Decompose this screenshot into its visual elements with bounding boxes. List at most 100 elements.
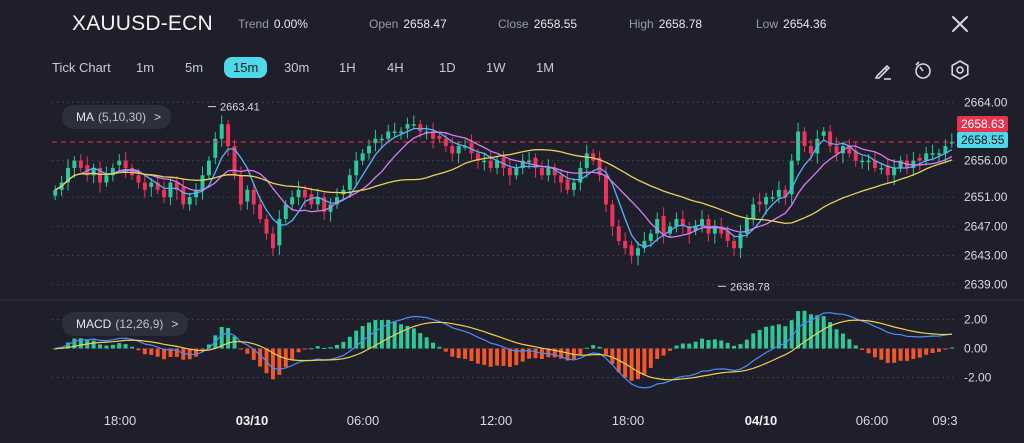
macd-histogram-bar [725,342,730,349]
macd-histogram-bar [648,348,653,368]
candle [866,160,871,163]
candle [245,189,250,202]
macd-histogram-bar [732,345,737,349]
macd-histogram-bar [450,348,455,357]
macd-histogram-bar [123,344,128,349]
candle [123,160,128,168]
time-axis-label: 12:00 [480,413,513,428]
macd-histogram-bar [174,348,179,357]
tf-5m[interactable]: 5m [185,60,204,75]
macd-axis-label: 0.00 [964,342,988,356]
macd-histogram-bar [475,348,480,364]
time-axis-label: 18:00 [612,413,645,428]
candle [130,167,135,176]
candle [187,197,192,205]
candle [277,219,282,246]
macd-histogram-bar [930,348,935,354]
ma-indicator-pill[interactable]: MA (5,10,30) > [62,105,172,129]
tf-30m[interactable]: 30m [284,60,310,75]
candle [789,160,794,195]
candle [162,189,167,198]
candle [949,142,954,144]
price-axis-label: 2643.00 [964,249,1008,263]
macd-histogram-bar [738,344,743,349]
candle [431,131,436,139]
candle [437,135,442,139]
macd-histogram-bar [66,342,70,349]
macd-histogram-bar [238,348,243,350]
macd-histogram-bar [700,338,705,349]
tf-1mo[interactable]: 1M [536,60,555,75]
candle [469,143,474,154]
macd-histogram-bar [623,348,628,378]
candle [302,189,307,198]
indicator-icon[interactable] [912,59,934,81]
candle [834,146,839,154]
tf-4h[interactable]: 4H [387,60,404,75]
macd-histogram-bar [110,344,115,349]
macd-histogram-bar [482,348,487,365]
macd-histogram-bar [603,348,608,355]
macd-axis-label: 2.00 [964,313,988,327]
candle [238,175,243,205]
candle [174,182,179,190]
tf-1h[interactable]: 1H [339,60,356,75]
macd-histogram-bar [597,346,602,349]
tf-15m[interactable]: 15m [224,57,268,78]
candle [565,179,570,190]
tf-1w[interactable]: 1W [486,60,506,75]
macd-histogram-bar [892,348,897,363]
macd-histogram-bar [130,346,135,349]
candle [514,167,519,176]
candle [661,216,666,234]
close-icon[interactable] [950,14,970,34]
candle [674,219,679,227]
candle [802,131,807,147]
candle [655,219,660,234]
tf-1m[interactable]: 1m [136,60,155,75]
stat-close: Close 2658.55 [498,17,578,31]
settings-icon[interactable] [949,59,971,81]
macd-histogram-bar [443,348,448,352]
candle [450,146,455,154]
time-axis-label: 04/10 [745,413,778,428]
macd-histogram-bar [533,348,538,359]
macd-histogram-bar [507,348,512,367]
timeframe-bar: Tick Chart 1m 5m 15m 30m 1H 4H 1D 1W 1M [0,56,1024,86]
macd-histogram-bar [828,322,833,349]
macd-histogram-bar [418,333,423,349]
candle [725,230,730,241]
macd-histogram-bar [911,348,916,359]
macd-indicator-pill[interactable]: MACD (12,26,9) > [62,312,189,336]
macd-histogram-bar [354,330,359,349]
candle [546,167,551,176]
time-axis-label: 06:00 [347,413,380,428]
candle [616,226,621,241]
candle [347,175,352,190]
candle [591,153,596,161]
candle [744,219,749,234]
candle [533,157,538,168]
macd-histogram-bar [917,348,922,358]
draw-icon[interactable] [872,59,894,81]
tf-1d[interactable]: 1D [439,60,456,75]
candle [539,167,544,176]
macd-histogram-bar [117,343,122,349]
candle [296,189,301,198]
macd-histogram-bar [251,348,256,360]
candle [392,131,397,133]
candle [98,167,103,183]
candle [680,219,685,227]
candle [584,153,589,168]
macd-histogram-bar [757,329,762,349]
macd-histogram-bar [802,310,807,349]
candle [270,233,275,249]
candle [117,160,122,166]
macd-histogram-bar [296,348,301,353]
candle [181,186,186,205]
candle [571,182,576,190]
candle [930,153,935,155]
tf-tick-chart[interactable]: Tick Chart [52,60,111,75]
